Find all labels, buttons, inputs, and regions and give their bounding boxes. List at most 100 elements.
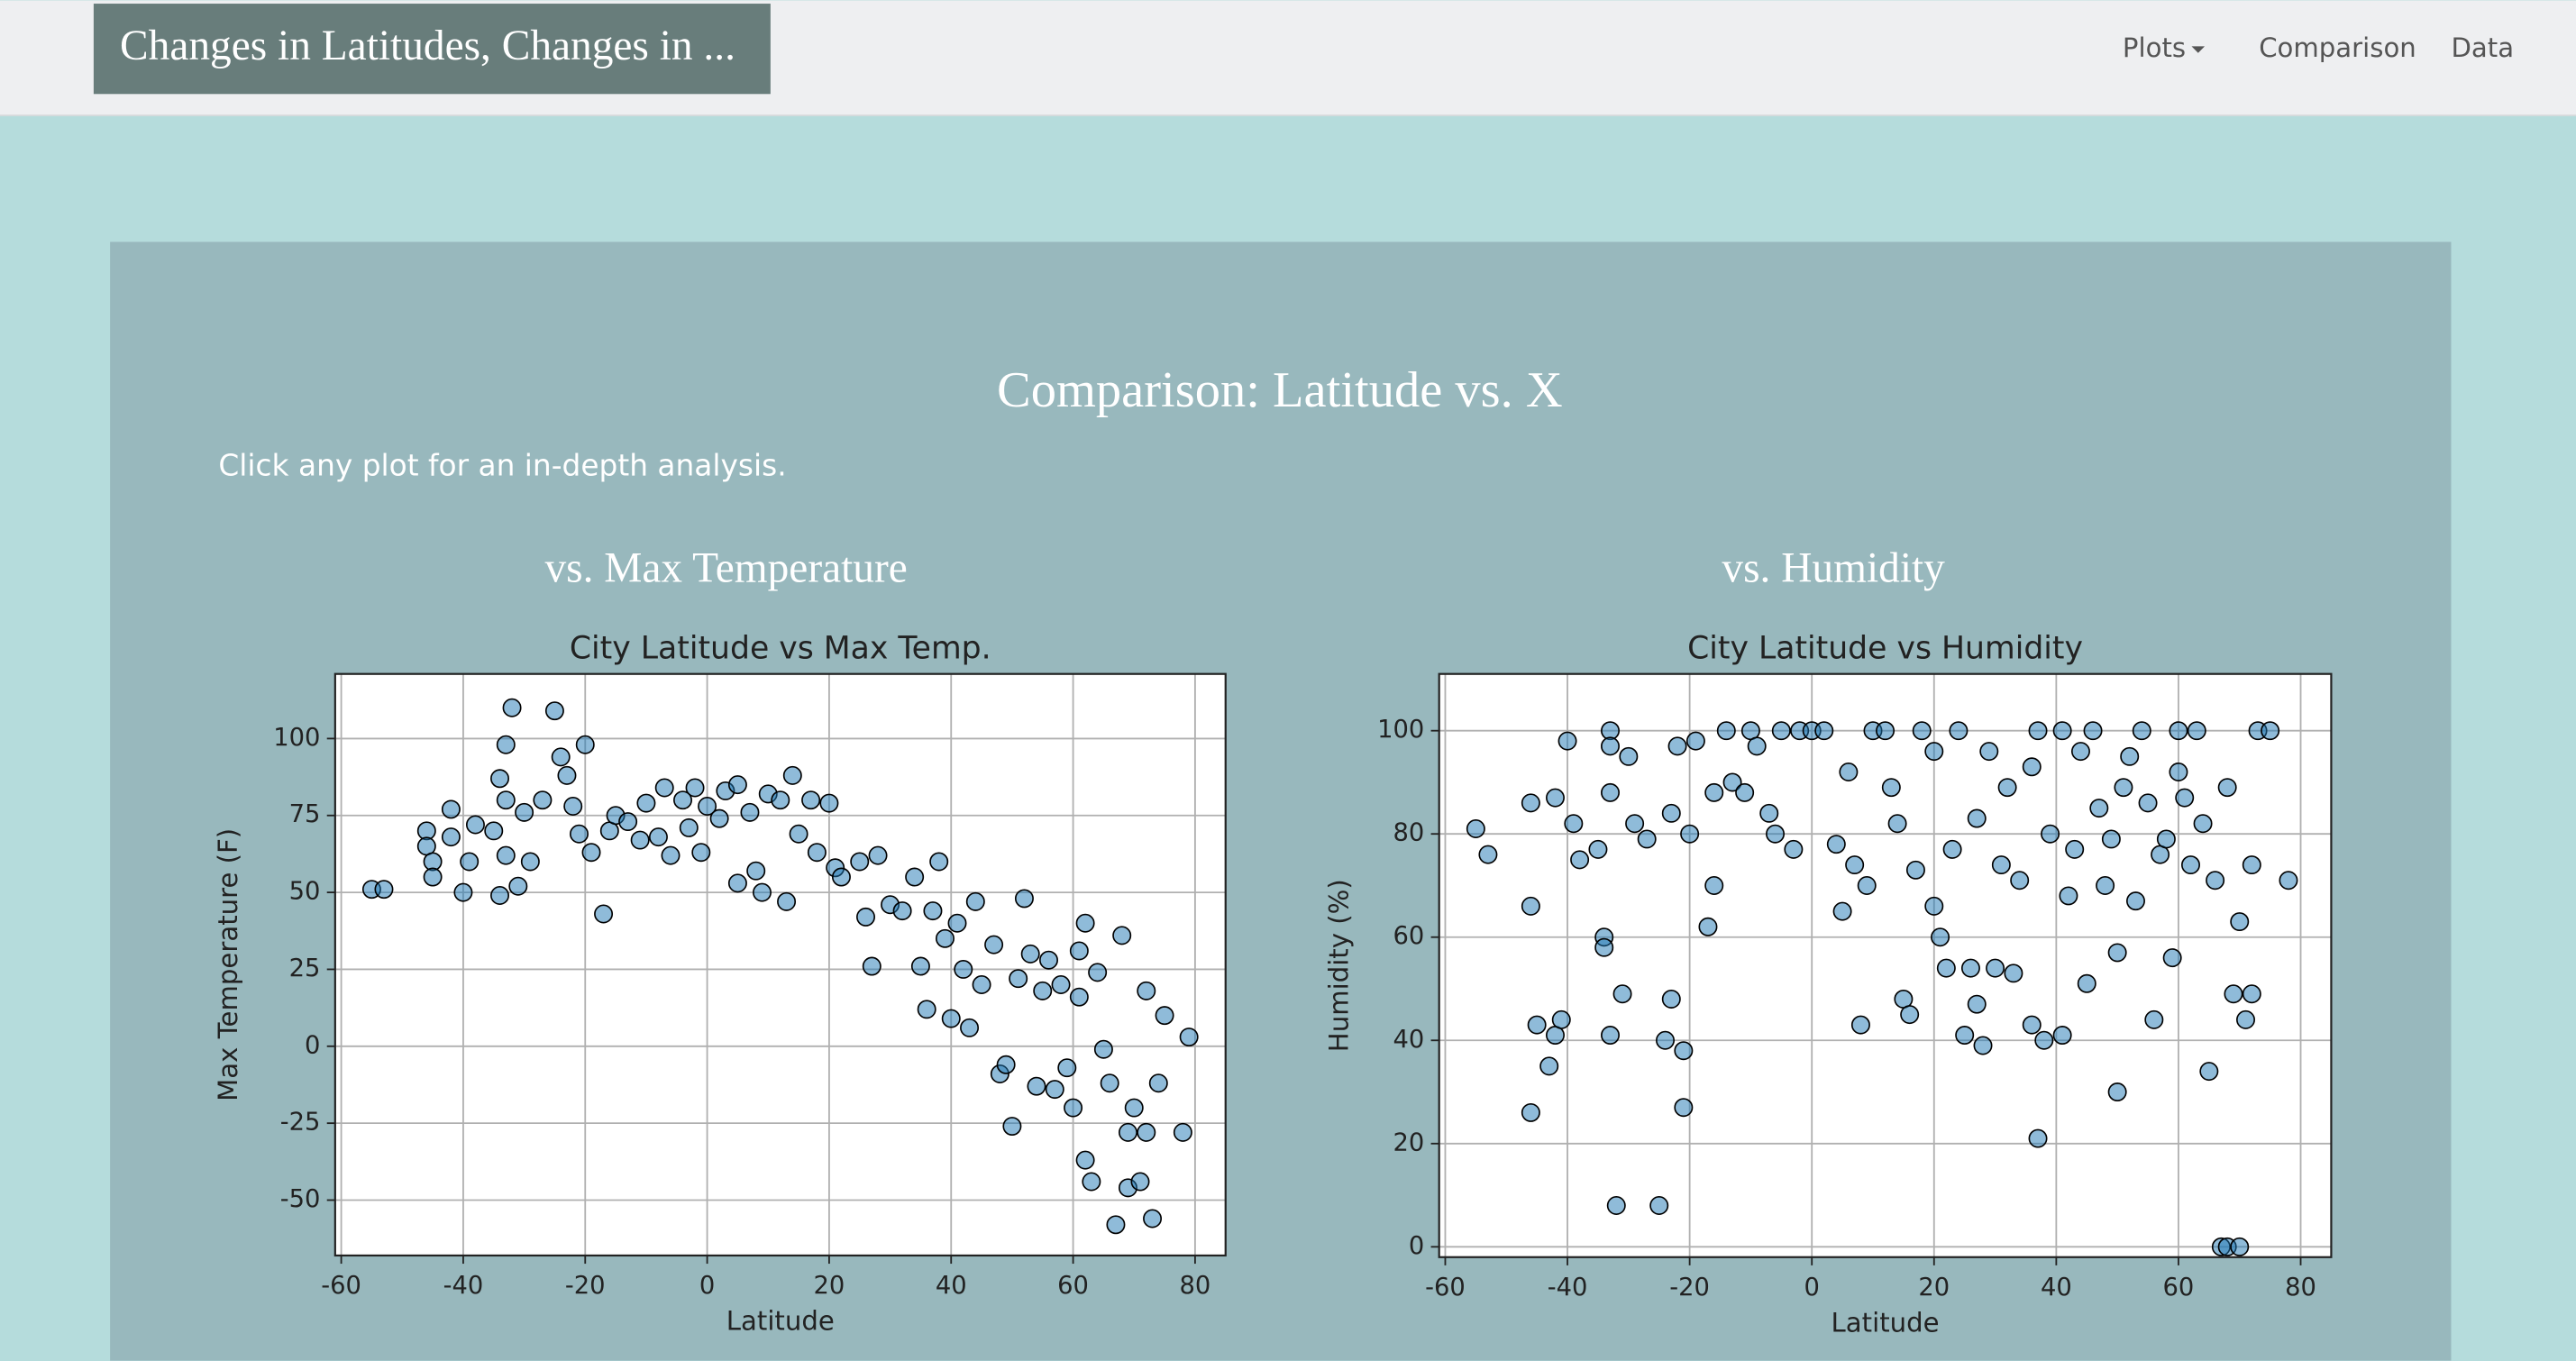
nav-link[interactable]: Comparison (2259, 32, 2416, 63)
data-point (1601, 782, 1620, 802)
data-point (2101, 829, 2121, 849)
data-point (581, 843, 601, 863)
data-point (1619, 746, 1639, 766)
data-point (1979, 742, 1999, 762)
data-point (1649, 1196, 1669, 1215)
data-point (2230, 912, 2250, 932)
heading: Comparison: Latitude vs. X (997, 362, 1563, 418)
data-point (941, 1009, 961, 1028)
data-point (2126, 891, 2145, 911)
data-point (1093, 1039, 1113, 1059)
data-point (2052, 1026, 2072, 1046)
data-point (2175, 788, 2195, 808)
data-point (2199, 1062, 2219, 1082)
data-point (496, 790, 516, 810)
data-point (1027, 1076, 1046, 1096)
data-point (740, 802, 760, 822)
y-tick-label: 40 (1393, 1026, 1425, 1054)
data-point (544, 701, 564, 721)
data-point (1685, 731, 1705, 751)
data-point (807, 843, 827, 863)
x-tick-label: -60 (1425, 1274, 1466, 1302)
nav-link[interactable]: Data (2451, 32, 2514, 63)
data-point (1606, 1196, 1626, 1215)
data-point (868, 845, 888, 865)
data-point (533, 790, 553, 810)
instruction: Click any plot for an in-depth analysis. (218, 449, 786, 483)
plot-area (334, 673, 1226, 1256)
data-point (490, 886, 510, 905)
data-point (1033, 981, 1053, 1000)
data-point (1716, 721, 1736, 741)
brand-box[interactable] (93, 4, 771, 95)
data-point (423, 867, 443, 887)
y-tick-label: 75 (289, 800, 321, 828)
data-point (2114, 778, 2133, 798)
plot-frame (1438, 672, 2333, 1258)
data-point (1137, 981, 1156, 1000)
data-point (2217, 778, 2237, 798)
data-point (1082, 1172, 1101, 1192)
x-tick-label: 40 (2041, 1274, 2072, 1302)
data-point (691, 843, 711, 863)
brand[interactable]: Changes in Latitudes, Changes in ... (120, 23, 735, 69)
data-point (1612, 984, 1632, 1004)
data-point (1057, 1058, 1077, 1078)
nav-link[interactable]: Plots (2123, 32, 2186, 63)
data-point (2230, 1237, 2250, 1256)
data-point (1735, 782, 1755, 802)
x-tick-label: -40 (1548, 1274, 1588, 1302)
x-tick-label: -40 (443, 1272, 484, 1300)
data-point (2279, 871, 2298, 891)
data-point (551, 747, 571, 767)
data-point (1771, 721, 1791, 741)
data-point (1155, 1006, 1174, 1026)
data-point (862, 956, 882, 976)
data-point (2156, 829, 2176, 849)
data-point (996, 1055, 1016, 1074)
data-point (2022, 757, 2042, 777)
y-tick-label: 50 (289, 878, 321, 906)
data-point (709, 808, 729, 828)
data-point (2132, 721, 2151, 741)
data-point (570, 824, 589, 844)
data-point (2242, 855, 2261, 875)
chart[interactable]: City Latitude vs Humidity Latitude Humidit… (1323, 630, 2333, 1338)
data-point (484, 821, 504, 841)
data-point (777, 891, 797, 911)
data-point (2144, 1009, 2164, 1029)
data-point (2261, 721, 2280, 741)
dropdown-caret[interactable] (2191, 46, 2206, 53)
x-tick-label: -20 (1669, 1274, 1710, 1302)
y-tick-label: 80 (1393, 819, 1425, 847)
y-tick-label: 20 (1393, 1128, 1425, 1156)
data-point (1967, 994, 1987, 1014)
data-point (1173, 1122, 1192, 1142)
data-point (892, 901, 912, 921)
chart[interactable]: City Latitude vs Max Temp. Latitude Max Te… (213, 630, 1227, 1337)
data-point (1521, 793, 1540, 813)
data-point (460, 852, 480, 872)
data-point (1045, 1080, 1064, 1100)
x-tick-label: 80 (1180, 1272, 1211, 1300)
data-point (2041, 824, 2060, 844)
x-tick-label: 20 (814, 1272, 845, 1300)
data-point (1850, 1015, 1870, 1035)
data-point (1680, 824, 1700, 844)
data-point (2028, 1128, 2048, 1148)
data-point (1064, 1098, 1083, 1118)
data-point (1857, 876, 1877, 895)
data-point (502, 698, 522, 717)
data-point (819, 793, 839, 813)
data-point (1478, 845, 1498, 864)
data-point (831, 867, 851, 887)
data-point (453, 882, 473, 902)
data-point (2162, 948, 2182, 968)
data-point (1674, 1098, 1694, 1118)
x-tick-label: 20 (1918, 1274, 1950, 1302)
data-point (1002, 1117, 1022, 1137)
data-point (490, 769, 510, 789)
data-point (1564, 814, 1584, 834)
data-point (1039, 950, 1058, 970)
data-point (1924, 896, 1944, 916)
